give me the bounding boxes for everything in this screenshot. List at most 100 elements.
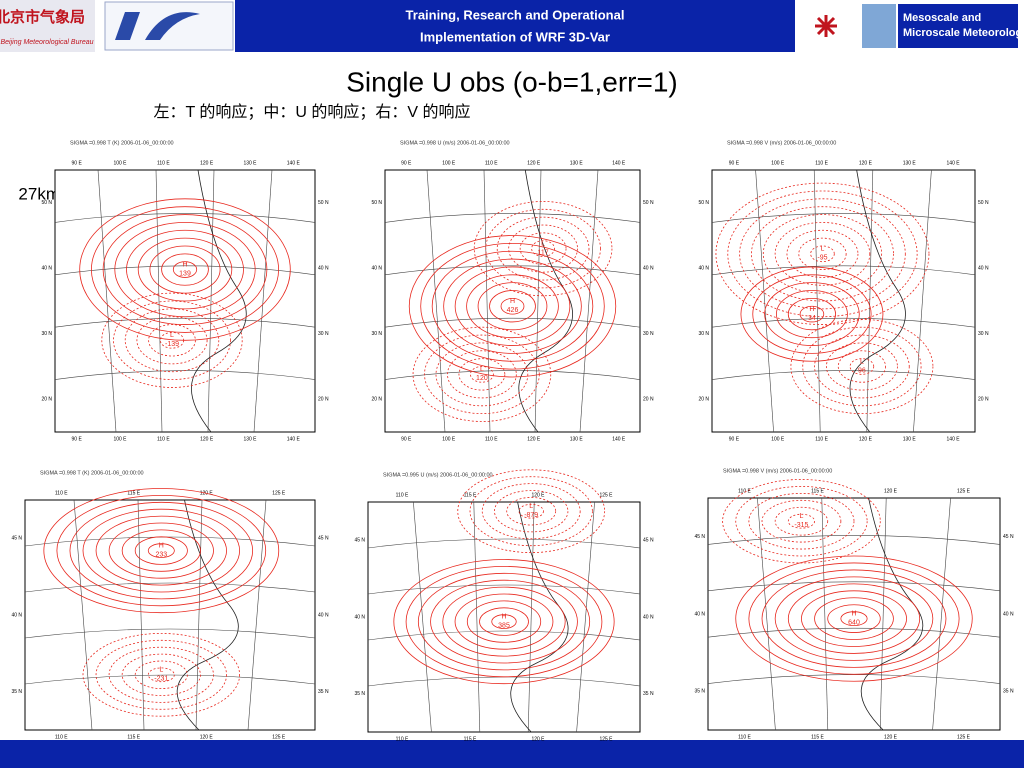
graticule: [534, 169, 542, 433]
graticule: [367, 584, 641, 595]
coastline: [176, 499, 239, 731]
graticule: [24, 674, 316, 685]
center-value: 120: [476, 375, 488, 382]
lat-label: 45 N: [11, 536, 22, 542]
center-label: L: [541, 240, 545, 247]
graticule: [367, 538, 641, 549]
contour: [408, 235, 617, 378]
contour: [799, 305, 825, 323]
contour: [826, 342, 898, 391]
map-frame: [24, 499, 316, 731]
contour: [149, 245, 221, 294]
lat-label: 45 N: [354, 538, 365, 544]
lat-label: 35 N: [318, 689, 329, 695]
lat-label: 50 N: [698, 200, 709, 206]
center-label: L: [480, 366, 484, 373]
contour: [727, 190, 918, 318]
lon-label: 120 E: [859, 436, 873, 442]
graticule: [426, 169, 446, 433]
lon-label: 110 E: [396, 492, 409, 498]
lon-label: 115 E: [464, 492, 477, 498]
lat-label: 20 N: [978, 397, 989, 403]
lon-label: 115 E: [811, 734, 824, 740]
lon-label: 90 E: [401, 436, 412, 442]
lat-label: 30 N: [41, 331, 52, 337]
lon-label: 140 E: [287, 160, 301, 166]
contour: [814, 334, 910, 399]
contour: [79, 198, 291, 341]
lon-label: 110 E: [485, 436, 498, 442]
lat-label: 45 N: [1003, 534, 1014, 540]
contour: [751, 206, 894, 302]
lon-label: 90 E: [729, 436, 740, 442]
lat-label: 45 N: [318, 536, 329, 542]
lon-label: 115 E: [127, 734, 140, 740]
lat-label: 40 N: [643, 266, 654, 272]
contour: [508, 224, 578, 273]
center-value: 139: [179, 270, 191, 277]
contour: [748, 562, 960, 675]
contour: [442, 586, 566, 657]
lat-label: 40 N: [1003, 611, 1014, 617]
contour: [801, 590, 907, 647]
header-line: Implementation of WRF 3D-Var: [420, 29, 610, 44]
map-frame: [367, 501, 641, 733]
contour: [108, 646, 214, 703]
lon-label: 90 E: [72, 160, 83, 166]
lon-label: 120 E: [200, 734, 214, 740]
contour: [405, 565, 603, 678]
lon-label: 130 E: [903, 160, 917, 166]
coastline: [860, 497, 924, 731]
contour: [481, 483, 581, 540]
contour: [761, 569, 947, 668]
graticule: [24, 582, 316, 593]
lat-label: 50 N: [41, 200, 52, 206]
center-label: L: [170, 332, 174, 339]
contour: [827, 604, 881, 633]
contour: [469, 476, 593, 547]
contour: [739, 198, 906, 310]
contour: [393, 559, 615, 685]
lon-label: 125 E: [957, 734, 971, 740]
coastline: [849, 169, 906, 433]
logo-left-text: 北京市气象局: [0, 8, 85, 26]
center-label: H: [159, 542, 164, 549]
panel-header: SIGMA =0.998 V (m/s) 2006-01-06_00:00:00: [727, 140, 836, 146]
contour: [91, 206, 279, 333]
lat-label: 40 N: [41, 266, 52, 272]
contour: [776, 290, 848, 339]
coastline: [510, 501, 569, 733]
center-label: H: [809, 306, 814, 313]
lon-label: 140 E: [947, 436, 961, 442]
contour: [424, 334, 540, 415]
contour: [126, 229, 244, 310]
contour: [454, 266, 571, 346]
contour: [810, 245, 835, 263]
lat-label: 35 N: [643, 691, 654, 697]
contour: [735, 555, 973, 682]
map-frame: [711, 169, 976, 433]
lon-label: 90 E: [729, 160, 740, 166]
lon-label: 130 E: [570, 436, 584, 442]
lat-label: 20 N: [41, 397, 52, 403]
mmm-band: [898, 4, 1018, 48]
lat-label: 50 N: [371, 200, 382, 206]
graticule: [579, 169, 599, 433]
lon-label: 120 E: [527, 160, 541, 166]
lat-label: 40 N: [978, 266, 989, 272]
center-value: -879: [524, 512, 538, 519]
contour: [435, 342, 529, 407]
contour: [147, 667, 175, 683]
lat-label: 40 N: [318, 612, 329, 618]
lon-label: 110 E: [396, 736, 409, 742]
lon-label: 100 E: [771, 160, 785, 166]
lon-label: 100 E: [442, 436, 456, 442]
contour: [420, 242, 605, 370]
contour: [137, 237, 233, 302]
graticule: [54, 213, 316, 223]
center-label: L: [529, 503, 533, 510]
contour: [715, 182, 930, 325]
contour: [121, 529, 201, 572]
lon-label: 130 E: [570, 160, 584, 166]
lat-label: 20 N: [318, 397, 329, 403]
